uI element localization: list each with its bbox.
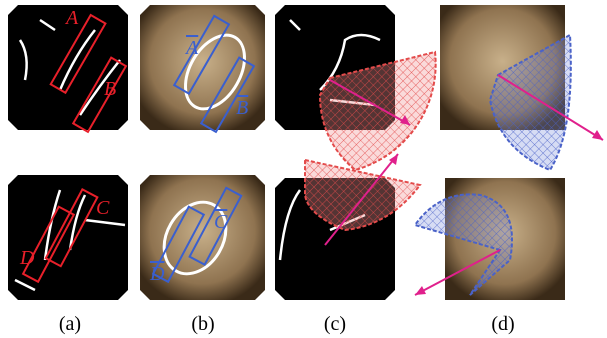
caption: (b) bbox=[191, 313, 214, 335]
label-b: B bbox=[104, 78, 116, 100]
caption: (c) bbox=[324, 313, 346, 335]
label-a-bar: A bbox=[184, 37, 199, 59]
page: A B C D A B C D (a) (b) (c) (d) (() => {… bbox=[0, 0, 607, 338]
label-c-bar: C bbox=[214, 211, 228, 233]
panel-b: A B C D bbox=[140, 5, 265, 300]
label-c: C bbox=[96, 197, 110, 219]
label-a: A bbox=[64, 7, 79, 29]
label-b-bar: B bbox=[236, 97, 248, 119]
panel-d bbox=[415, 5, 603, 300]
panel-a: A B C D bbox=[8, 5, 128, 300]
label-d: D bbox=[19, 247, 35, 269]
caption: (d) bbox=[491, 313, 514, 335]
panel-c bbox=[275, 5, 436, 300]
figure: A B C D A B C D (a) (b) (c) (d) bbox=[0, 0, 607, 338]
label-d-bar: D bbox=[149, 263, 165, 285]
caption: (a) bbox=[59, 313, 81, 335]
